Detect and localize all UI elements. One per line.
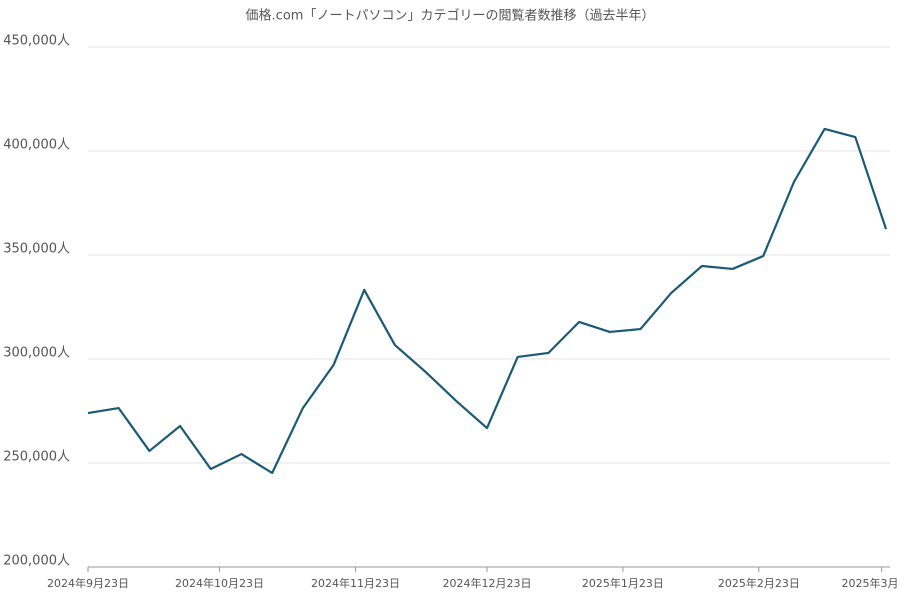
- y-tick-label: 450,000人: [3, 34, 70, 49]
- x-tick-label: 2025年2月23日: [718, 576, 800, 590]
- y-tick-label: 400,000人: [3, 138, 70, 153]
- x-tick-label: 2024年9月23日: [47, 576, 129, 590]
- y-tick-label: 200,000人: [3, 554, 70, 569]
- x-tick-label: 2025年1月23日: [582, 576, 664, 590]
- y-tick-label: 250,000人: [3, 450, 70, 465]
- x-tick-label: 2024年10月23日: [175, 576, 264, 590]
- x-tick-label: 2024年12月23日: [443, 576, 532, 590]
- y-tick-label: 300,000人: [3, 346, 70, 361]
- x-tick-label: 2024年11月23日: [311, 576, 400, 590]
- chart-title: 価格.com「ノートパソコン」カテゴリーの閲覧者数推移（過去半年）: [246, 8, 655, 24]
- x-tick-label: 2025年3月: [842, 576, 899, 590]
- line: [87, 127, 888, 475]
- y-tick-label: 350,000人: [3, 242, 70, 257]
